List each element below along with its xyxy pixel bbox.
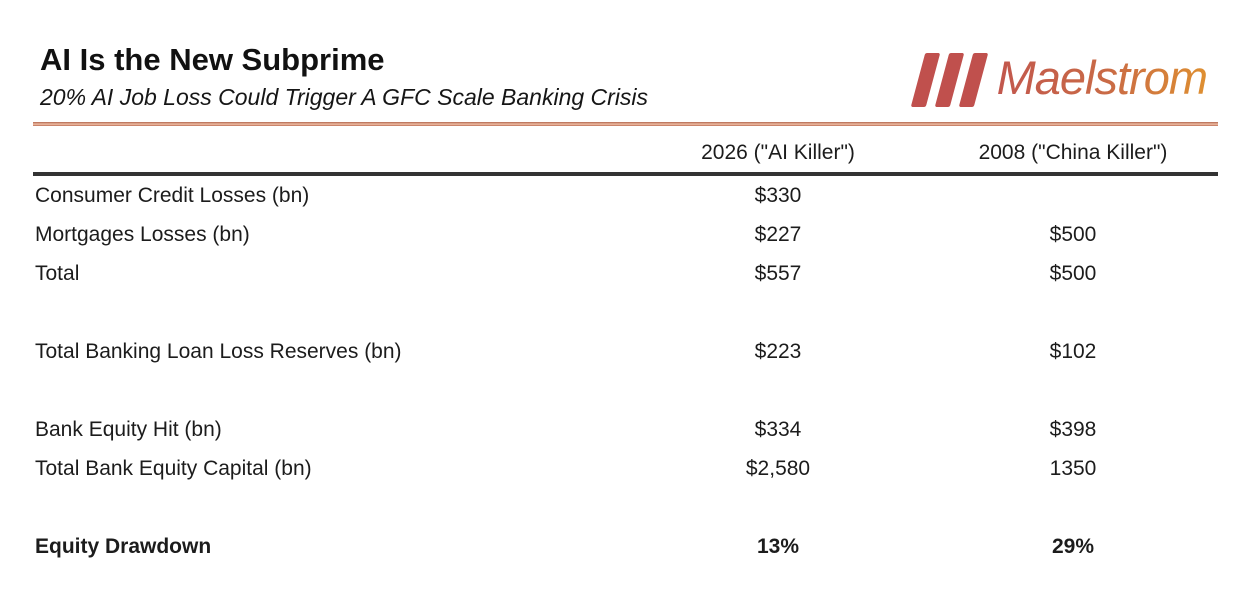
page-header: AI Is the New Subprime 20% AI Job Loss C… [0,0,1248,110]
table-row-equity-drawdown: Equity Drawdown 13% 29% [33,527,1218,566]
row-label: Consumer Credit Losses (bn) [35,183,310,207]
table-row: Consumer Credit Losses (bn) $330 [33,176,1218,215]
value-2026: $2,580 [745,456,811,480]
table-row: Total Bank Equity Capital (bn) $2,580 13… [33,449,1218,488]
value-2008: $102 [1049,339,1097,363]
logo-bar-icon [910,53,940,107]
row-label: Total Bank Equity Capital (bn) [35,456,312,480]
value-2008: $398 [1049,417,1097,441]
column-header-2026: 2026 ("AI Killer") [701,141,855,165]
table-header-row: 2026 ("AI Killer") 2008 ("China Killer") [33,126,1218,177]
row-label: Equity Drawdown [35,534,212,558]
row-label: Bank Equity Hit (bn) [35,417,222,441]
value-2026: 13% [756,534,800,558]
value-2026: $334 [754,417,802,441]
title-block: AI Is the New Subprime 20% AI Job Loss C… [40,42,648,110]
value-2026: $557 [754,261,802,285]
page-title: AI Is the New Subprime [40,42,385,77]
maelstrom-logo: Maelstrom [910,50,1215,107]
table-row: Mortgages Losses (bn) $227 $500 [33,215,1218,254]
table-spacer-row [33,293,1218,332]
row-label: Mortgages Losses (bn) [35,222,250,246]
accent-divider [33,122,1218,127]
row-label: Total [35,261,80,285]
logo-bar-icon [958,53,988,107]
logo-bar-icon [934,53,964,107]
page-subtitle: 20% AI Job Loss Could Trigger A GFC Scal… [40,83,649,110]
table-spacer-row [33,371,1218,410]
value-2026: $223 [754,339,802,363]
logo-wordmark: Maelstrom [997,50,1215,106]
logo-bars-icon [910,53,988,107]
table-row: Total $557 $500 [33,254,1218,293]
row-label: Total Banking Loan Loss Reserves (bn) [35,339,402,363]
value-2026: $227 [754,222,802,246]
value-2008: 29% [1051,534,1095,558]
comparison-table: 2026 ("AI Killer") 2008 ("China Killer")… [33,126,1218,566]
value-2026: $330 [754,183,802,207]
table-spacer-row [33,488,1218,527]
table-row: Total Banking Loan Loss Reserves (bn) $2… [33,332,1218,371]
table-row: Bank Equity Hit (bn) $334 $398 [33,410,1218,449]
column-header-2008: 2008 ("China Killer") [978,141,1168,165]
value-2008: $500 [1049,261,1097,285]
value-2008: 1350 [1049,456,1097,480]
value-2008: $500 [1049,222,1097,246]
